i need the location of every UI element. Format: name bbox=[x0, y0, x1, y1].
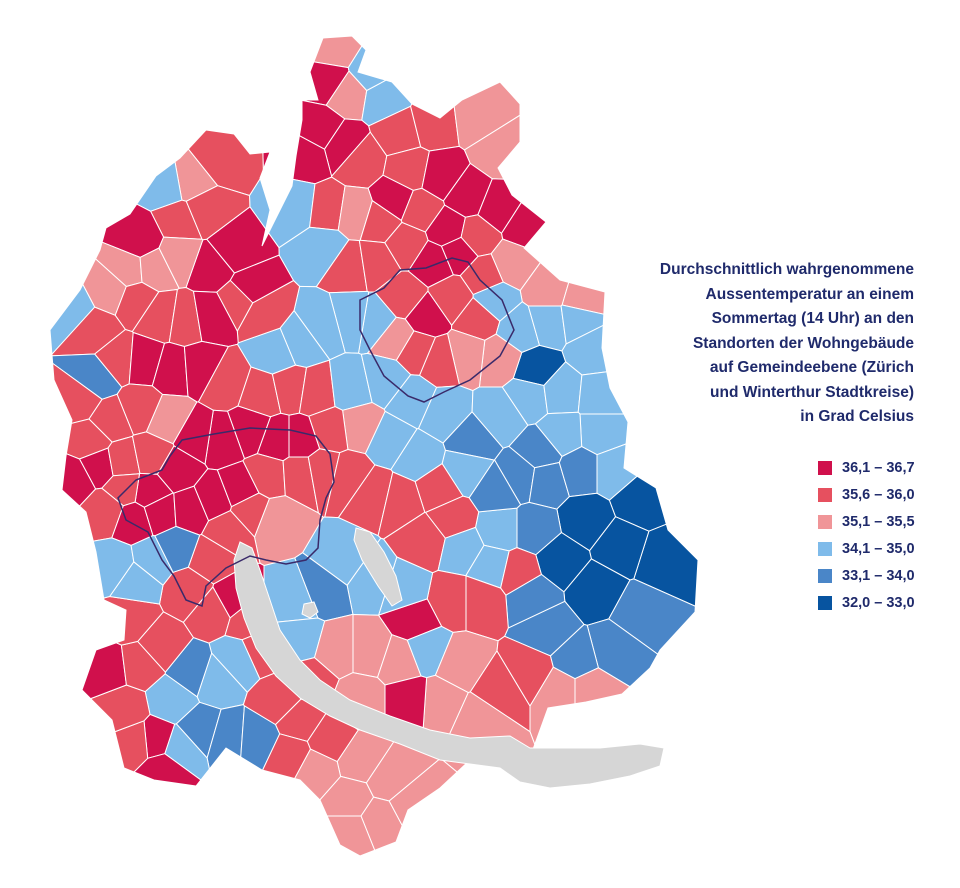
municipality-region bbox=[154, 525, 201, 573]
lake-zurich bbox=[233, 541, 665, 789]
title-line: Aussentemperatur an einem bbox=[705, 285, 914, 303]
legend-swatch bbox=[818, 460, 832, 475]
municipality-region bbox=[50, 36, 183, 212]
map-title: Durchschnittlich wahrgenommene Aussentem… bbox=[614, 258, 914, 430]
title-line: in Grad Celsius bbox=[800, 408, 914, 425]
canton-outline bbox=[49, 35, 699, 857]
title-line: Sommertag (14 Uhr) an den bbox=[711, 310, 914, 327]
legend-item: 32,0 – 33,0 bbox=[818, 590, 915, 615]
legend-swatch bbox=[818, 541, 832, 556]
municipality-region bbox=[410, 42, 460, 152]
title-line: und Winterthur Stadtkreise) bbox=[710, 383, 914, 401]
lake-greifensee bbox=[353, 527, 403, 607]
legend-label: 35,1 – 35,5 bbox=[842, 513, 915, 530]
legend-label: 32,0 – 33,0 bbox=[842, 594, 915, 611]
title-line: auf Gemeindeebene (Zürich bbox=[709, 359, 914, 376]
municipality-region bbox=[204, 36, 375, 69]
legend-item: 33,1 – 34,0 bbox=[818, 563, 915, 588]
legend-label: 34,1 – 35,0 bbox=[842, 540, 915, 557]
legend-item: 34,1 – 35,0 bbox=[818, 536, 915, 561]
legend-label: 35,6 – 36,0 bbox=[842, 486, 915, 503]
municipality-region bbox=[500, 119, 698, 256]
lake-pfaeffikersee bbox=[301, 601, 319, 619]
winterthur-city-border bbox=[359, 257, 515, 403]
legend-label: 33,1 – 34,0 bbox=[842, 567, 915, 584]
municipality-region bbox=[347, 36, 454, 92]
zurich-city-border bbox=[117, 427, 335, 608]
legend-swatch bbox=[818, 568, 832, 583]
legend-swatch bbox=[818, 487, 832, 502]
title-line: Standorten der Wohngebäude bbox=[692, 334, 914, 352]
municipality-region bbox=[50, 720, 149, 856]
legend-item: 36,1 – 36,7 bbox=[818, 455, 915, 480]
municipality-region bbox=[234, 815, 383, 856]
legend-swatch bbox=[818, 595, 832, 610]
municipality-region bbox=[229, 254, 295, 304]
legend-swatch bbox=[818, 514, 832, 529]
legend-label: 36,1 – 36,7 bbox=[842, 459, 915, 476]
title-line: Durchschnittlich wahrgenommene bbox=[659, 261, 914, 278]
legend-item: 35,1 – 35,5 bbox=[818, 509, 915, 534]
municipality-region bbox=[445, 36, 662, 151]
legend-item: 35,6 – 36,0 bbox=[818, 482, 915, 507]
map-legend: 36,1 – 36,7 35,6 – 36,0 35,1 – 35,5 34,1… bbox=[818, 455, 915, 617]
